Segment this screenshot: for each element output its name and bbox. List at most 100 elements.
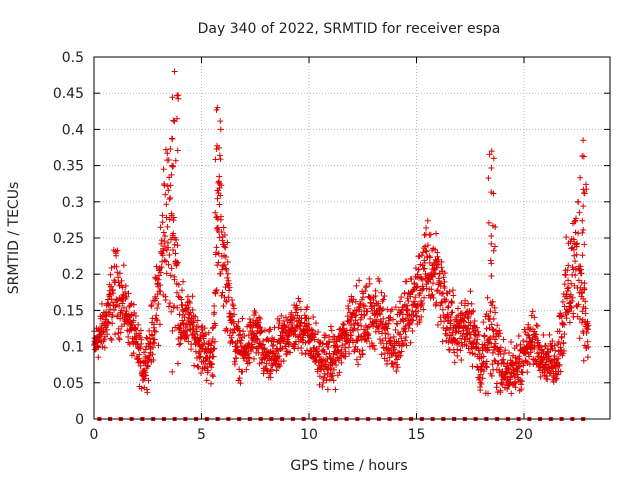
data-point [490,155,497,162]
data-point [488,273,495,280]
data-point [515,333,522,340]
data-point [211,338,218,345]
data-point [511,372,518,379]
data-point [282,326,289,333]
data-point [488,233,495,240]
data-point [390,316,397,323]
data-point [457,347,464,354]
data-point [211,345,218,352]
data-point [544,376,551,383]
data-point [131,309,138,316]
data-point [443,296,450,303]
data-point [118,277,125,284]
data-point [260,337,267,344]
data-point [113,263,120,270]
data-point [235,332,242,339]
data-point [161,257,168,264]
data-point [323,377,330,384]
data-point [161,238,168,245]
data-point [578,319,585,326]
data-point [246,354,253,361]
data-point [338,359,345,366]
data-point [214,224,221,231]
data-point [446,288,453,295]
data-point [448,309,455,316]
data-point [491,336,498,343]
data-point [390,333,397,340]
data-point [336,369,343,376]
data-point [195,350,202,357]
data-point [115,279,122,286]
data-point [546,353,553,360]
data-point [170,117,177,124]
data-point [150,356,157,363]
data-point [130,301,137,308]
data-point [396,298,403,305]
data-point [174,259,181,266]
data-point [394,320,401,327]
data-point [420,249,427,256]
data-point [378,289,385,296]
data-point [237,340,244,347]
data-point [567,238,574,245]
data-point [491,357,498,364]
y-tick-label: 0.45 [53,86,84,102]
data-point [223,297,230,304]
data-point [409,308,416,315]
data-point [560,339,567,346]
data-point [104,331,111,338]
data-point [267,374,274,381]
data-point [132,313,139,320]
data-point [381,293,388,300]
data-point [305,315,312,322]
data-point [473,324,480,331]
data-point [439,338,446,345]
data-point [357,301,364,308]
data-point [548,343,555,350]
data-point [175,293,182,300]
data-point [108,264,115,271]
data-point [125,290,132,297]
data-point [483,364,490,371]
data-point [237,380,244,387]
data-point [215,178,222,185]
data-point [488,321,495,328]
data-point [323,351,330,358]
data-point [226,284,233,291]
data-point [410,317,417,324]
data-point [487,257,494,264]
data-point [110,290,117,297]
data-point [95,344,102,351]
data-point [430,280,437,287]
data-point [314,351,321,358]
x-tick-label: 0 [90,427,99,443]
data-point [490,315,497,322]
data-point [217,126,224,133]
data-point [571,218,578,225]
data-point [227,310,234,317]
data-point [466,335,473,342]
data-point [280,358,287,365]
data-point [389,306,396,313]
data-point [214,262,221,269]
data-point [151,321,158,328]
data-point [205,329,212,336]
data-point [430,294,437,301]
data-point [294,304,301,311]
data-point [449,309,456,316]
data-point [579,217,586,224]
data-point [484,390,491,397]
data-point [226,287,233,294]
data-point [111,307,118,314]
data-point [168,171,175,178]
data-point [325,344,332,351]
data-point [170,214,177,221]
data-point [574,240,581,247]
data-point [169,328,176,335]
data-point [185,304,192,311]
data-point [462,297,469,304]
data-point [309,327,316,334]
data-point [114,247,121,254]
data-point [160,247,167,254]
data-point [190,319,197,326]
